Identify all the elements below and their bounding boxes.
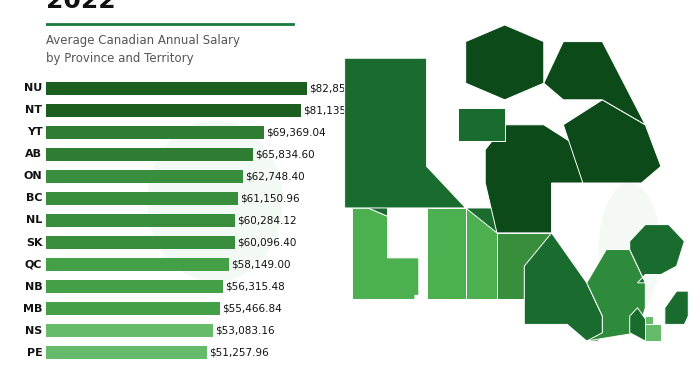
Polygon shape <box>564 100 661 183</box>
Text: SK: SK <box>26 238 43 247</box>
Polygon shape <box>544 42 645 125</box>
Polygon shape <box>645 324 661 341</box>
Bar <box>46 346 207 359</box>
Polygon shape <box>352 208 419 299</box>
Text: $60,284.12: $60,284.12 <box>237 216 298 225</box>
Polygon shape <box>665 291 688 324</box>
Bar <box>46 192 238 205</box>
Text: $81,135.60: $81,135.60 <box>303 105 363 115</box>
Text: $58,149.00: $58,149.00 <box>231 259 290 270</box>
Text: $60,096.40: $60,096.40 <box>237 238 296 247</box>
Polygon shape <box>630 308 649 341</box>
Polygon shape <box>426 208 466 299</box>
Polygon shape <box>458 108 505 141</box>
Text: $55,466.84: $55,466.84 <box>223 304 282 314</box>
Polygon shape <box>344 167 388 216</box>
Bar <box>46 214 235 227</box>
Text: NL: NL <box>26 216 43 225</box>
Bar <box>46 82 307 95</box>
Polygon shape <box>630 225 685 283</box>
Text: YT: YT <box>27 127 43 137</box>
Text: BC: BC <box>26 194 43 203</box>
Polygon shape <box>466 25 544 100</box>
Text: $69,369.04: $69,369.04 <box>266 127 326 137</box>
Bar <box>46 280 223 293</box>
Bar <box>46 302 220 315</box>
Text: $65,834.60: $65,834.60 <box>255 149 315 159</box>
Polygon shape <box>645 316 653 324</box>
Text: Average Canadian Annual Salary
by Province and Territory: Average Canadian Annual Salary by Provin… <box>46 34 239 65</box>
Text: ON: ON <box>24 171 43 182</box>
Text: NT: NT <box>25 105 43 115</box>
Bar <box>46 324 213 337</box>
Polygon shape <box>466 208 497 299</box>
Circle shape <box>147 121 283 282</box>
Text: NU: NU <box>25 83 43 93</box>
Bar <box>46 170 243 183</box>
Text: NB: NB <box>25 281 43 292</box>
Text: $82,853.16: $82,853.16 <box>309 83 368 93</box>
Polygon shape <box>497 233 552 299</box>
Bar <box>46 236 234 249</box>
Bar <box>46 104 301 117</box>
Text: AB: AB <box>25 149 43 159</box>
Text: $51,257.96: $51,257.96 <box>209 348 269 358</box>
Polygon shape <box>485 125 583 233</box>
Bar <box>46 148 253 161</box>
Text: $61,150.96: $61,150.96 <box>240 194 300 203</box>
Polygon shape <box>524 233 603 341</box>
Bar <box>46 126 264 139</box>
Text: $62,748.40: $62,748.40 <box>246 171 305 182</box>
Text: MB: MB <box>23 304 43 314</box>
Bar <box>46 258 229 271</box>
Polygon shape <box>587 250 645 341</box>
Text: QC: QC <box>25 259 43 270</box>
Circle shape <box>598 183 661 316</box>
Text: NS: NS <box>25 326 43 336</box>
Text: $53,083.16: $53,083.16 <box>215 326 274 336</box>
Text: $56,315.48: $56,315.48 <box>225 281 285 292</box>
Polygon shape <box>344 58 497 233</box>
Text: PE: PE <box>27 348 43 358</box>
Text: 2022: 2022 <box>46 0 115 13</box>
